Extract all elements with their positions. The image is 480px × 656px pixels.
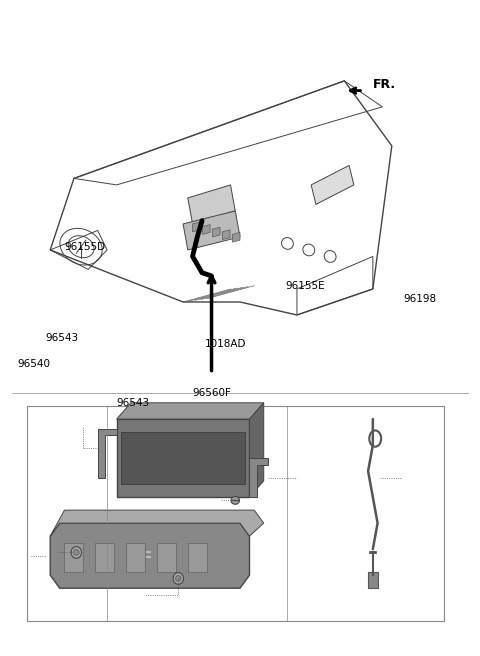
Ellipse shape bbox=[173, 573, 183, 584]
Polygon shape bbox=[192, 222, 200, 232]
Bar bbox=[121, 432, 245, 484]
Polygon shape bbox=[222, 230, 230, 239]
Ellipse shape bbox=[71, 546, 82, 558]
Polygon shape bbox=[117, 403, 264, 419]
Text: 96198: 96198 bbox=[404, 294, 437, 304]
Ellipse shape bbox=[176, 575, 181, 581]
Polygon shape bbox=[213, 227, 220, 237]
Polygon shape bbox=[250, 403, 264, 497]
Polygon shape bbox=[50, 510, 264, 536]
Bar bbox=[126, 543, 145, 572]
Ellipse shape bbox=[231, 497, 240, 504]
Bar bbox=[188, 543, 207, 572]
Polygon shape bbox=[188, 185, 235, 224]
Polygon shape bbox=[183, 211, 240, 250]
Text: 96155E: 96155E bbox=[285, 281, 324, 291]
Text: 96540: 96540 bbox=[17, 359, 50, 369]
Bar bbox=[64, 543, 84, 572]
Bar bbox=[117, 419, 250, 497]
Bar bbox=[157, 543, 176, 572]
Polygon shape bbox=[311, 165, 354, 205]
Polygon shape bbox=[50, 523, 250, 588]
Polygon shape bbox=[97, 429, 117, 478]
Bar bbox=[368, 572, 378, 588]
Text: FR.: FR. bbox=[373, 77, 396, 91]
Text: 1018AD: 1018AD bbox=[204, 339, 246, 349]
Ellipse shape bbox=[73, 550, 79, 556]
Text: 96543: 96543 bbox=[46, 333, 79, 342]
Polygon shape bbox=[250, 458, 268, 497]
Polygon shape bbox=[203, 224, 210, 234]
Bar bbox=[26, 406, 444, 621]
Text: 96155D: 96155D bbox=[64, 241, 106, 252]
Text: 96543: 96543 bbox=[117, 398, 150, 408]
Text: 96560F: 96560F bbox=[192, 388, 231, 398]
Bar bbox=[96, 543, 114, 572]
Polygon shape bbox=[232, 232, 240, 242]
